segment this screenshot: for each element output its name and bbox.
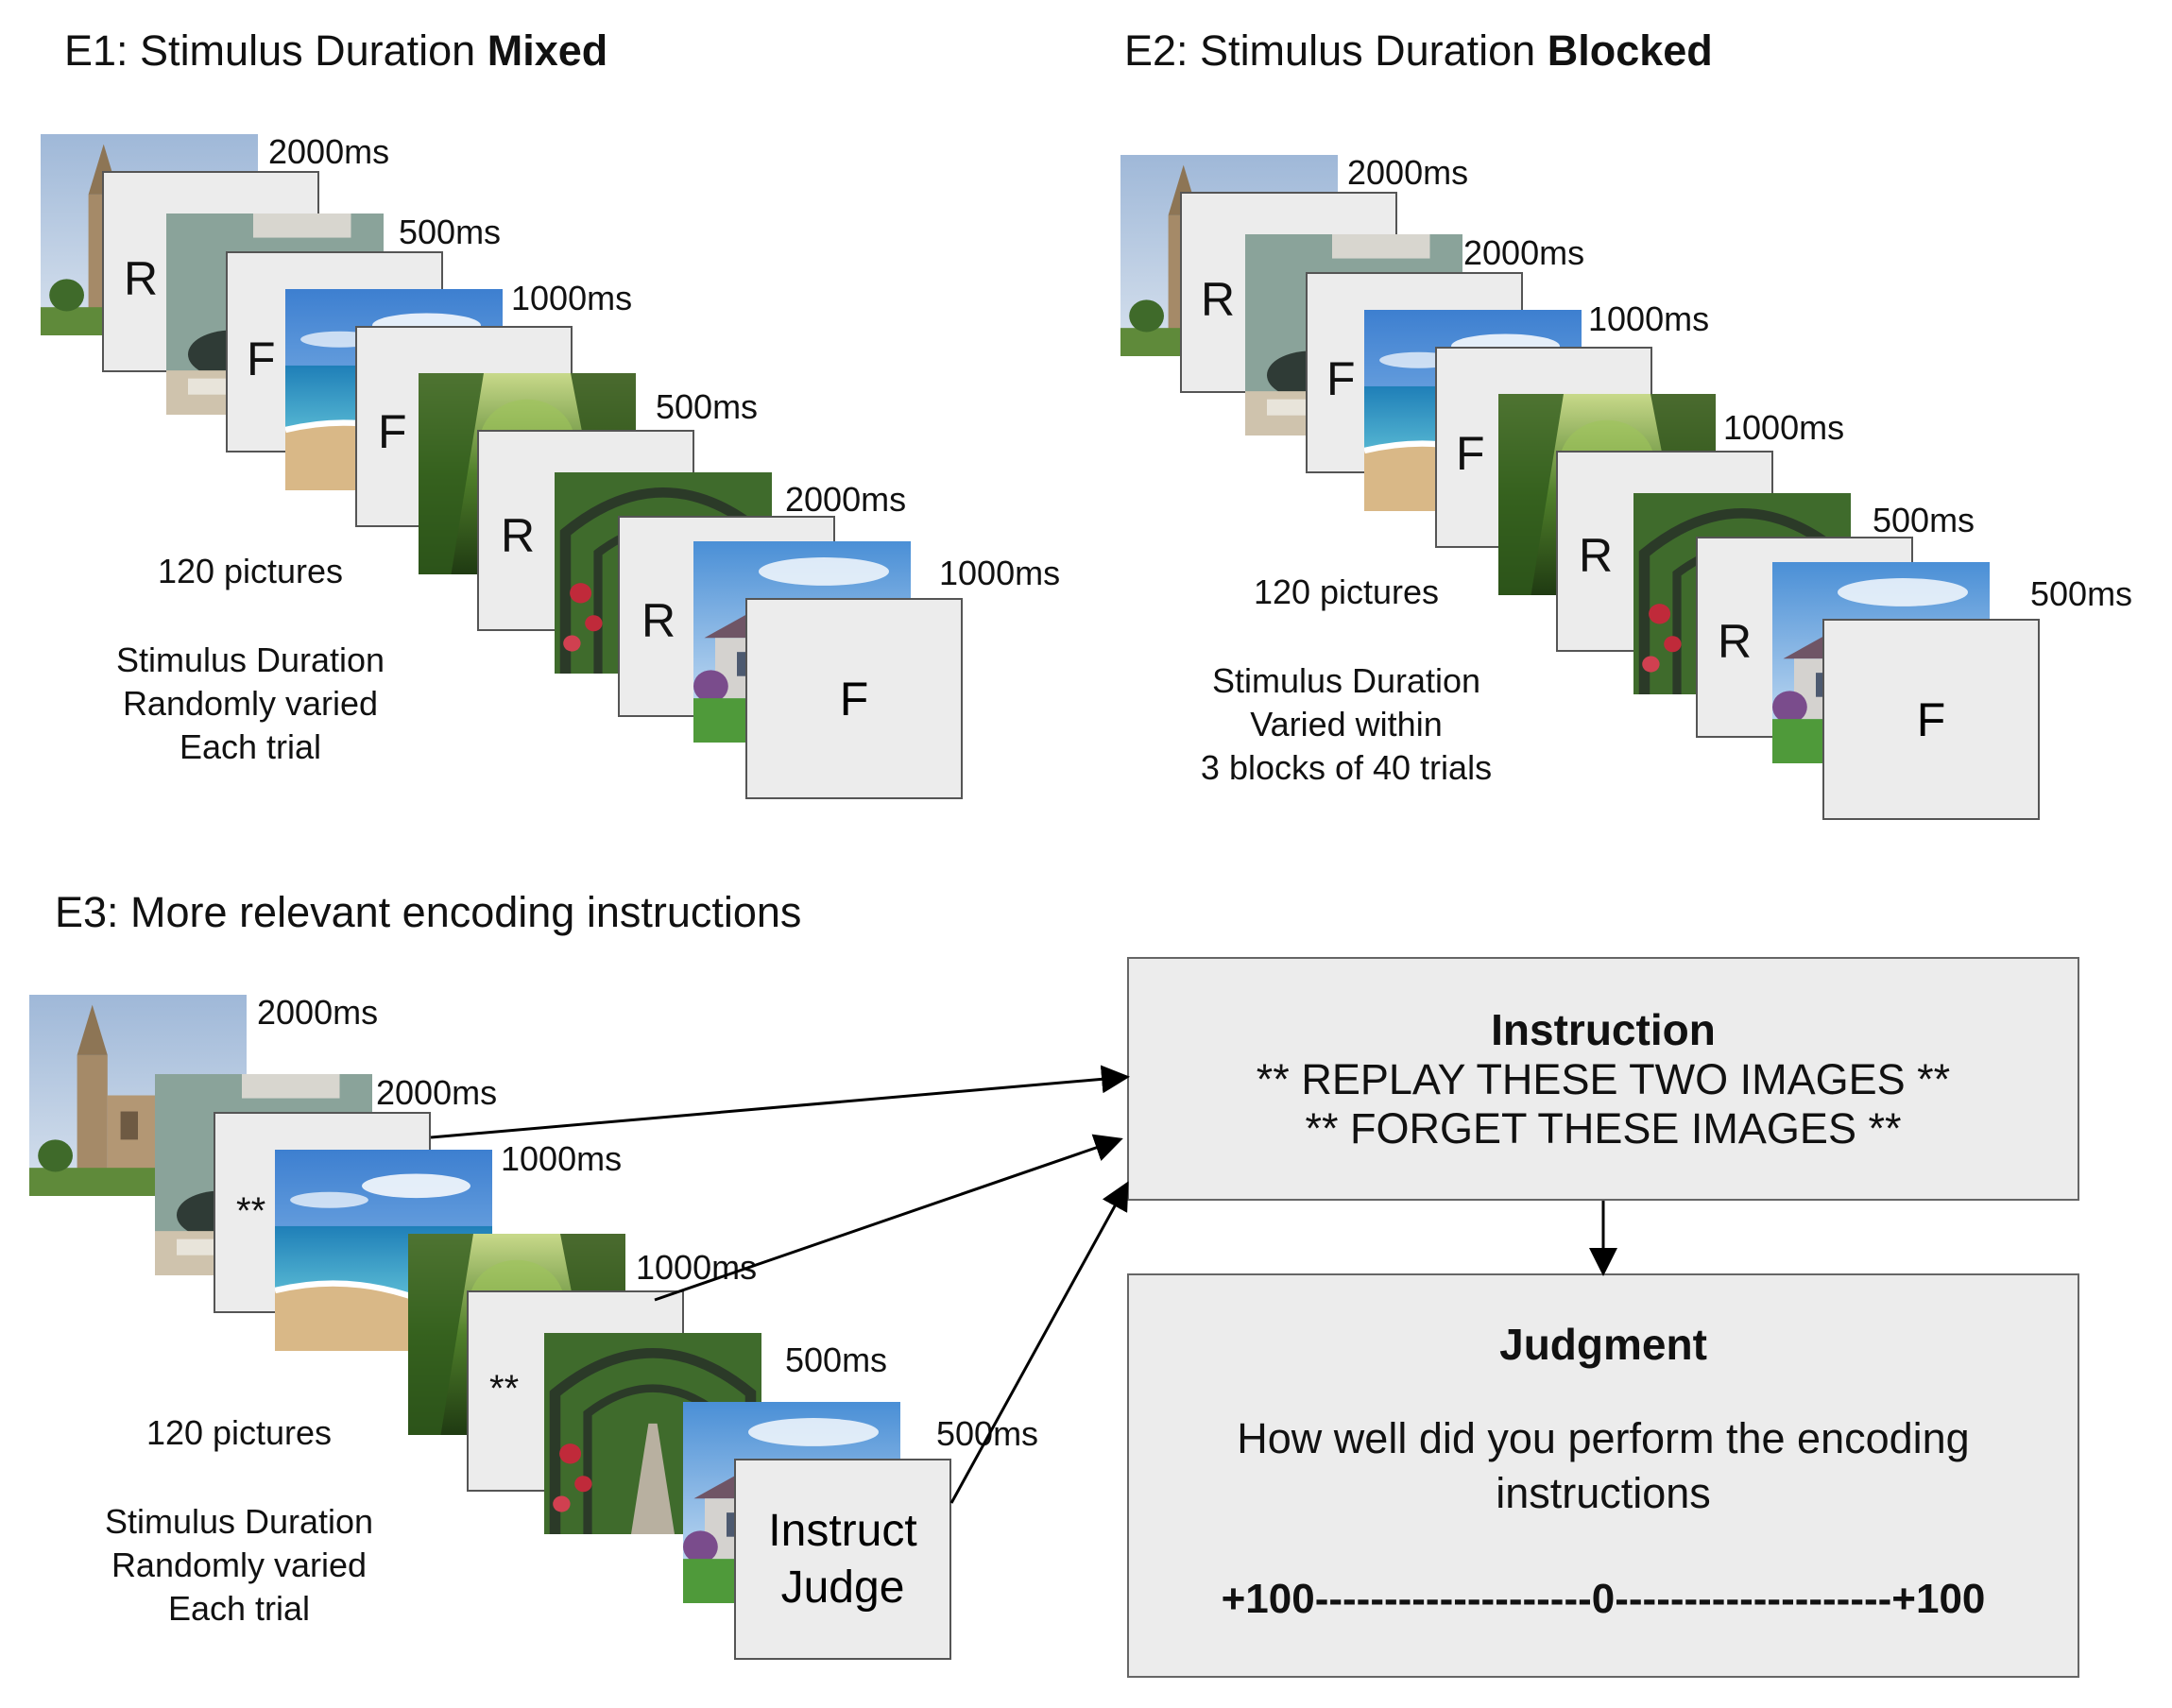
duration-label: 2000ms (1463, 233, 1585, 272)
frame-letter: F (1916, 692, 1946, 746)
judgment-scale: +100--------------------0---------------… (1221, 1576, 1986, 1622)
duration-label: 1000ms (939, 554, 1061, 592)
judgment-question: How well did you perform the encoding in… (1237, 1414, 1970, 1517)
e1-title: E1: Stimulus Duration Mixed (64, 26, 608, 75)
frame-letter: R (124, 252, 159, 305)
picture-count: 120 pictures (1253, 572, 1440, 611)
frame-letter: R (641, 594, 676, 647)
e2-title: E2: Stimulus Duration Blocked (1124, 26, 1713, 75)
duration-label: 2000ms (268, 132, 390, 171)
frame-letter: R (501, 509, 536, 562)
picture-count: 120 pictures (157, 552, 344, 590)
duration-label: 1000ms (1588, 299, 1710, 338)
instruction-line: ** FORGET THESE IMAGES ** (1305, 1104, 1902, 1153)
instruction-line: ** REPLAY THESE TWO IMAGES ** (1256, 1055, 1951, 1103)
duration-label: 1000ms (1723, 408, 1845, 447)
duration-label: 1000ms (501, 1139, 623, 1178)
duration-note: Stimulus Duration Randomly varied Each tri… (115, 640, 385, 766)
duration-label: 500ms (399, 213, 502, 251)
duration-label: 500ms (936, 1414, 1039, 1453)
arrow-to-instruction (430, 1065, 1130, 1139)
duration-label: 2000ms (785, 480, 907, 519)
judgment-heading: Judgment (1499, 1320, 1707, 1369)
picture-count: 120 pictures (145, 1413, 333, 1452)
frame-letter: R (1201, 273, 1236, 326)
frame-letter: F (1326, 352, 1356, 405)
frame-letter: F (378, 405, 407, 458)
duration-label: 1000ms (511, 279, 633, 317)
duration-label: 2000ms (1347, 153, 1469, 192)
duration-label: 500ms (2030, 574, 2133, 613)
duration-note: Stimulus Duration Randomly varied Each tri… (104, 1502, 374, 1628)
frame-letter: R (1579, 529, 1614, 582)
e3-title: E3: More relevant encoding instructions (55, 888, 802, 936)
frame-letter: F (1456, 427, 1485, 480)
instruction-heading: Instruction (1491, 1005, 1716, 1054)
instruction-box: Instruction ** REPLAY THESE TWO IMAGES *… (1127, 957, 2079, 1201)
frame-mark: ** (489, 1368, 520, 1409)
duration-label: 2000ms (257, 993, 379, 1032)
duration-note: Stimulus Duration Varied within 3 blocks o… (1200, 661, 1493, 787)
letter-frame: F (745, 598, 963, 799)
duration-label: 500ms (785, 1341, 888, 1379)
duration-label: 500ms (656, 387, 759, 426)
frame-word: Judge (780, 1562, 905, 1613)
duration-label: 2000ms (376, 1073, 498, 1112)
frame-mark: ** (236, 1190, 266, 1232)
frame-letter: F (247, 333, 276, 385)
frame-word: Instruct (768, 1505, 917, 1556)
arrow-to-instruction (949, 1181, 1129, 1504)
duration-label: 500ms (1873, 501, 1975, 539)
instruct-judge-frame: Instruct Judge (734, 1459, 951, 1660)
judgment-box: Judgment How well did you perform the en… (1127, 1273, 2079, 1678)
frame-letter: R (1718, 615, 1753, 668)
letter-frame: F (1822, 619, 2040, 820)
frame-letter: F (839, 672, 869, 726)
duration-label: 1000ms (636, 1248, 758, 1287)
